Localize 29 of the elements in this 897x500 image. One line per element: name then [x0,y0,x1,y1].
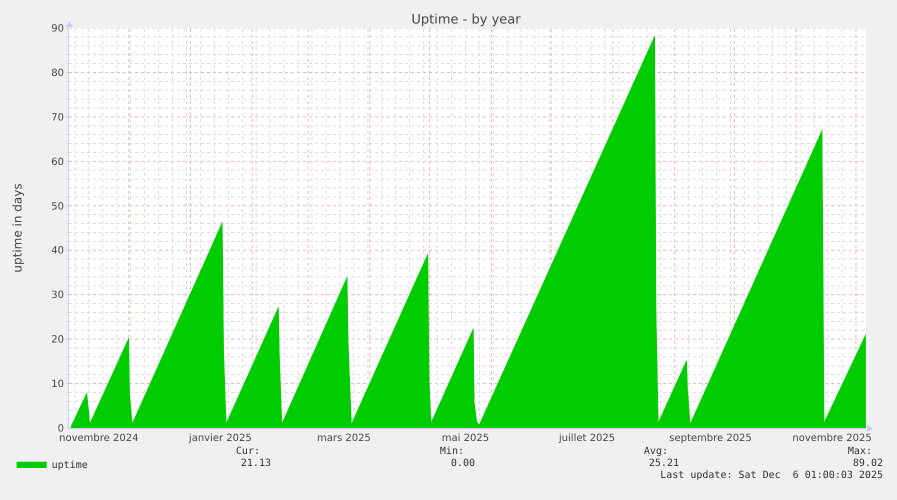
text: 89.02 [852,458,883,470]
text: 25.21 [648,458,679,470]
y-tick-label: 0 [58,424,64,434]
chart-title: Uptime - by year [411,12,522,28]
text: Min: [440,446,464,458]
y-tick-label: 10 [51,379,64,390]
x-tick-label: juillet 2025 [558,433,616,444]
x-tick-label: mai 2025 [442,433,490,444]
y-tick-label: 30 [51,290,64,302]
y-tick-label: 20 [51,334,64,346]
y-tick-label: 60 [51,156,64,168]
x-tick-label: mars 2025 [316,433,371,444]
text: Avg: [644,446,668,458]
y-tick-label: 80 [51,68,64,79]
x-tick-label: novembre 2025 [792,433,872,444]
y-tick-label: 40 [51,246,64,257]
y-tick-label: 90 [51,24,64,34]
legend-label: uptime [52,460,88,471]
y-tick-label: 70 [51,112,64,124]
text: Cur: [236,446,260,458]
text: Last update: Sat Dec 6 01:00:03 2025 [660,470,883,482]
x-tick-label: novembre 2024 [59,433,138,444]
text: 0.00 [450,458,475,470]
x-tick-label: janvier 2025 [188,433,252,444]
y-tick-label: 50 [51,201,64,212]
text: Max: [848,446,872,458]
x-tick-label: septembre 2025 [669,433,752,444]
text: 21.13 [240,458,271,470]
y-axis-title: uptime in days [10,183,25,273]
